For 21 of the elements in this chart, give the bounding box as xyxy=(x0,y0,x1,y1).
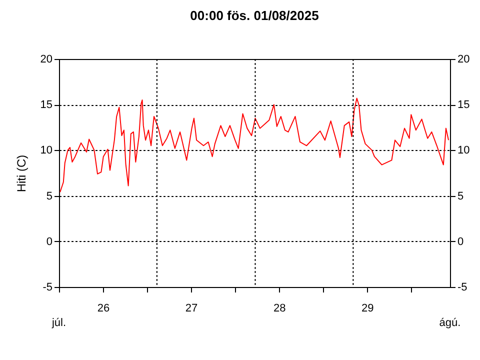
text: ágú. xyxy=(439,317,461,329)
chart-title: 00:00 fös. 01/08/2025 xyxy=(190,8,319,23)
y-tick-label: 10 xyxy=(40,144,52,157)
y-axis-title: Hiti (C) xyxy=(14,154,28,192)
y2-tick-label: 5 xyxy=(458,190,464,202)
x-tick-label: 26 xyxy=(97,302,110,314)
x-tick-label: 29 xyxy=(361,302,374,314)
y-tick-label: -5 xyxy=(42,282,52,294)
y-tick-label: 15 xyxy=(40,99,52,112)
x-tick-label: 27 xyxy=(185,302,198,314)
y2-tick-label: -5 xyxy=(458,282,468,294)
y2-tick-label: 10 xyxy=(458,144,470,157)
text: júl. xyxy=(50,317,66,329)
x-tick-label: 28 xyxy=(273,302,286,314)
line-series xyxy=(60,98,450,193)
y2-tick-label: 20 xyxy=(458,54,470,66)
y-tick-label: 5 xyxy=(46,190,52,202)
y2-tick-label: 15 xyxy=(458,99,470,112)
y2-tick-label: 0 xyxy=(458,236,464,248)
y-tick-label: 0 xyxy=(46,236,52,248)
y-tick-label: 20 xyxy=(40,54,52,66)
